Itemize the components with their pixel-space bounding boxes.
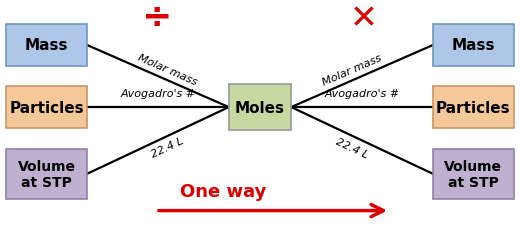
FancyBboxPatch shape xyxy=(433,87,514,128)
FancyBboxPatch shape xyxy=(6,87,87,128)
Text: One way: One way xyxy=(180,182,267,200)
Text: Molar mass: Molar mass xyxy=(137,53,199,87)
Text: Particles: Particles xyxy=(9,100,84,115)
Text: ✕: ✕ xyxy=(350,2,378,35)
FancyBboxPatch shape xyxy=(6,25,87,66)
Text: Particles: Particles xyxy=(436,100,511,115)
FancyBboxPatch shape xyxy=(433,149,514,199)
Text: Avogadro's #: Avogadro's # xyxy=(121,89,196,98)
Text: ÷: ÷ xyxy=(141,1,171,35)
FancyBboxPatch shape xyxy=(229,85,291,131)
FancyBboxPatch shape xyxy=(433,25,514,66)
Text: Moles: Moles xyxy=(235,100,285,115)
Text: 22.4 L: 22.4 L xyxy=(150,136,186,159)
Text: Volume
at STP: Volume at STP xyxy=(18,159,76,189)
Text: Avogadro's #: Avogadro's # xyxy=(324,89,399,98)
Text: 22.4 L: 22.4 L xyxy=(334,136,370,159)
FancyBboxPatch shape xyxy=(6,149,87,199)
Text: Volume
at STP: Volume at STP xyxy=(444,159,502,189)
Text: Mass: Mass xyxy=(451,38,495,53)
Text: Molar mass: Molar mass xyxy=(321,53,383,87)
Text: Mass: Mass xyxy=(25,38,69,53)
